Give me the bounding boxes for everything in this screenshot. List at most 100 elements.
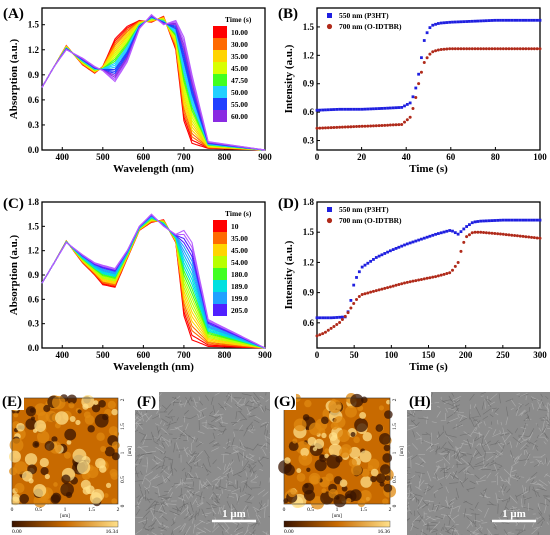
tem-fiber: [501, 432, 508, 434]
tem-fiber: [415, 486, 422, 491]
tem-fiber: [446, 496, 449, 508]
afm-grain: [10, 496, 20, 506]
data-point: [425, 235, 429, 239]
data-point: [369, 107, 373, 111]
tem-fiber: [536, 482, 544, 487]
data-point: [408, 115, 412, 119]
tem-fiber: [473, 436, 478, 442]
tem-fiber: [410, 453, 419, 461]
tem-fiber: [183, 446, 189, 457]
data-point: [422, 61, 426, 65]
data-point: [465, 20, 469, 23]
afm-grain: [80, 479, 91, 490]
legend-title: Time (s): [225, 209, 252, 218]
data-point: [397, 106, 401, 109]
tem-fiber: [539, 502, 549, 506]
tem-fiber: [480, 392, 486, 395]
tem-fiber: [473, 403, 477, 409]
tem-fiber: [407, 472, 411, 474]
legend-swatch: [213, 220, 227, 232]
tem-fiber: [463, 508, 467, 518]
data-point: [513, 218, 516, 222]
afm-grain: [350, 393, 364, 408]
data-point: [349, 125, 353, 129]
data-point: [366, 124, 370, 128]
data-point: [521, 234, 525, 238]
tem-fiber: [249, 532, 255, 535]
data-point: [496, 47, 500, 51]
tem-fiber: [484, 490, 486, 497]
afm-grain: [350, 464, 362, 476]
tem-fiber: [448, 452, 451, 461]
y-tick-label: 1.8: [303, 197, 315, 207]
tem-fiber: [519, 409, 526, 415]
tem-fiber: [233, 397, 245, 399]
afm-grain: [9, 438, 24, 453]
tem-fiber: [257, 444, 268, 448]
tem-fiber: [224, 522, 230, 529]
afm-y-tick: 0.5: [120, 476, 126, 483]
data-point: [329, 108, 333, 112]
tem-fiber: [140, 411, 144, 422]
tem-fiber: [160, 501, 166, 512]
data-point: [332, 324, 336, 328]
data-point: [487, 47, 491, 51]
tem-fiber: [244, 482, 248, 485]
tem-fiber: [476, 479, 486, 483]
data-point: [405, 280, 409, 284]
tem-fiber: [245, 477, 248, 489]
tem-fiber: [419, 461, 425, 466]
tem-fiber: [546, 402, 549, 413]
legend-entry: 60.00: [231, 112, 248, 121]
data-point: [538, 236, 542, 240]
tem-fiber: [189, 501, 194, 513]
data-point: [318, 126, 322, 130]
data-point: [318, 108, 322, 112]
data-point: [459, 249, 463, 253]
tem-fiber: [458, 467, 466, 474]
afm-grain: [337, 429, 350, 443]
tem-fiber: [257, 514, 262, 519]
tem-fiber: [452, 424, 463, 429]
tem-fiber: [261, 407, 265, 413]
tem-fiber: [226, 462, 231, 470]
legend-swatch: [213, 26, 227, 38]
data-point: [431, 50, 435, 54]
tem-fiber: [195, 450, 203, 459]
x-tick-label: 600: [137, 152, 151, 162]
tem-fiber: [146, 497, 151, 503]
tem-fiber: [253, 419, 260, 424]
tem-fiber: [222, 531, 224, 535]
tem-fiber: [416, 431, 420, 437]
panel-label: (B): [278, 6, 298, 22]
data-point: [499, 218, 502, 222]
tem-fiber: [211, 415, 220, 423]
tem-fiber: [251, 396, 256, 403]
data-point: [377, 288, 381, 292]
data-point: [453, 231, 457, 235]
tem-fiber: [526, 440, 531, 445]
tem-fiber: [146, 488, 150, 494]
data-point: [535, 236, 539, 240]
tem-fiber: [475, 427, 478, 432]
tem-fiber: [514, 473, 517, 477]
data-point: [417, 238, 421, 242]
afm-grain: [21, 470, 33, 482]
tem-fiber: [516, 437, 520, 448]
data-point: [448, 229, 452, 232]
tem-fiber: [262, 491, 269, 497]
tem-fiber: [212, 432, 216, 439]
tem-fiber: [428, 522, 430, 532]
afm-grain: [104, 446, 115, 457]
tem-fiber: [231, 504, 233, 515]
tem-fiber: [432, 477, 437, 479]
tem-fiber: [165, 476, 171, 482]
tem-fiber: [167, 487, 173, 494]
tem-fiber: [205, 468, 212, 473]
data-point: [403, 281, 407, 285]
data-point: [459, 230, 463, 234]
tem-fiber: [224, 488, 232, 492]
tem-fiber: [260, 443, 266, 449]
tem-fiber: [236, 532, 239, 535]
tem-fiber: [242, 505, 247, 513]
